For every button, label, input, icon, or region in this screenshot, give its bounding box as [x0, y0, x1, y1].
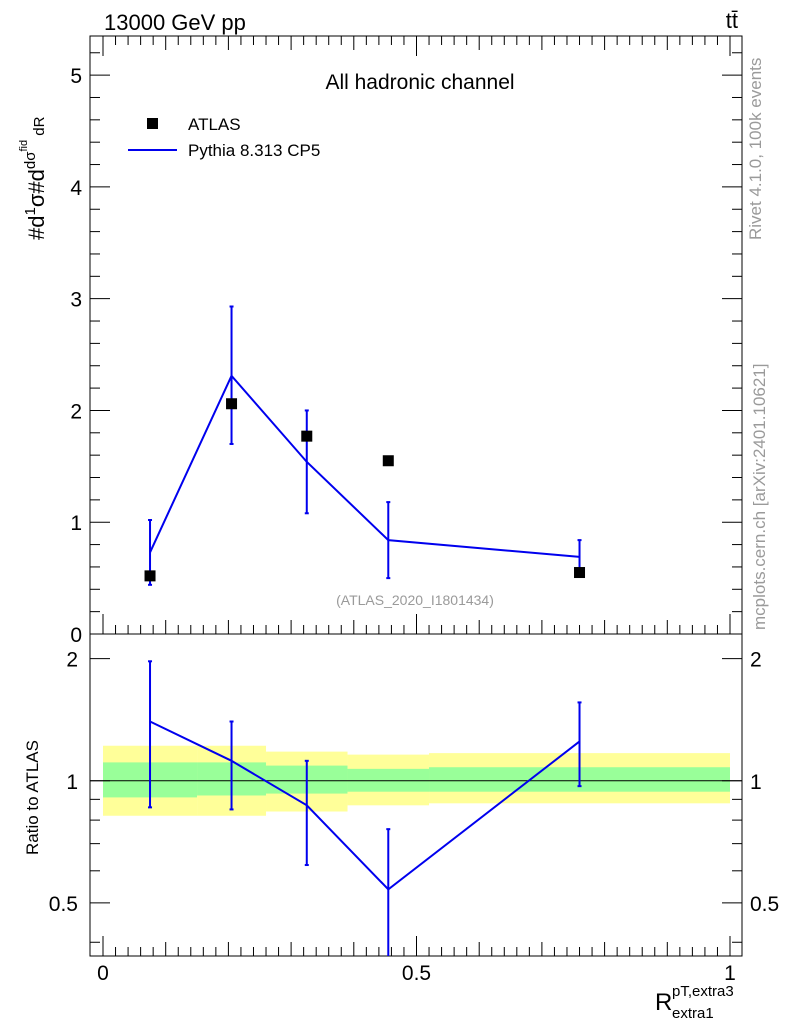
ratio-panel-data [148, 660, 582, 956]
ratio-y-tick-label: 1 [66, 771, 78, 794]
main-y-tick-label: 3 [70, 289, 82, 312]
main-y-tick-label: 0 [70, 624, 82, 647]
atlas-marker [382, 455, 394, 467]
atlas-marker [301, 430, 313, 442]
legend-pythia-label: Pythia 8.313 CP5 [188, 141, 320, 160]
pythia-line [149, 373, 580, 558]
atlas-marker [226, 398, 238, 410]
mcplots-label: mcplots.cern.ch [arXiv:2401.10621] [750, 364, 769, 630]
x-tick-label: 1 [724, 962, 736, 985]
svg-text:R: R [655, 989, 672, 1016]
x-tick-label: 0 [97, 962, 109, 985]
svg-text:extra1: extra1 [672, 1005, 714, 1022]
rivet-label: Rivet 4.1.0, 100k events [746, 58, 765, 240]
main-panel-data [144, 305, 586, 586]
svg-text:pT,extra3: pT,extra3 [672, 983, 734, 1000]
ratio-y-tick-label: 2 [66, 649, 78, 672]
ratio-y-tick-label: 0.5 [49, 893, 78, 916]
x-tick-label: 0.5 [402, 962, 431, 985]
atlas-marker [144, 570, 156, 582]
legend-atlas-label: ATLAS [188, 115, 241, 134]
main-y-tick-label: 5 [70, 65, 82, 88]
main-y-axis-label: #d1σ#ddσfid dR [18, 116, 49, 240]
plot-title: All hadronic channel [325, 71, 514, 94]
ratio-y-tick-label-right: 2 [750, 649, 762, 672]
ratio-panel-axes: 0 0.5 1 0.5 0.5 1 1 2 2 [49, 633, 779, 985]
atlas-marker [574, 567, 586, 579]
ratio-y-axis-label: Ratio to ATLAS [23, 740, 42, 855]
x-axis-label: R pT,extra3 extra1 [655, 983, 734, 1022]
header-energy: 13000 GeV pp [104, 10, 246, 35]
main-y-tick-label: 2 [70, 400, 82, 423]
main-y-tick-label: 1 [70, 512, 82, 535]
header-process: tt̄ [726, 8, 738, 33]
inner-band [347, 768, 430, 792]
legend-atlas-marker [147, 118, 158, 129]
ratio-y-tick-label-right: 1 [750, 771, 762, 794]
svg-text:#d1σ#ddσfid dR: #d1σ#ddσfid dR [18, 116, 49, 240]
legend: ATLAS Pythia 8.313 CP5 [128, 115, 320, 160]
analysis-watermark: (ATLAS_2020_I1801434) [336, 592, 494, 608]
ratio-y-tick-label-right: 0.5 [750, 893, 779, 916]
main-y-tick-label: 4 [70, 177, 82, 200]
ratio-uncertainty-bands [90, 745, 742, 816]
main-panel-axes: 0 1 2 3 4 5 [70, 35, 743, 647]
